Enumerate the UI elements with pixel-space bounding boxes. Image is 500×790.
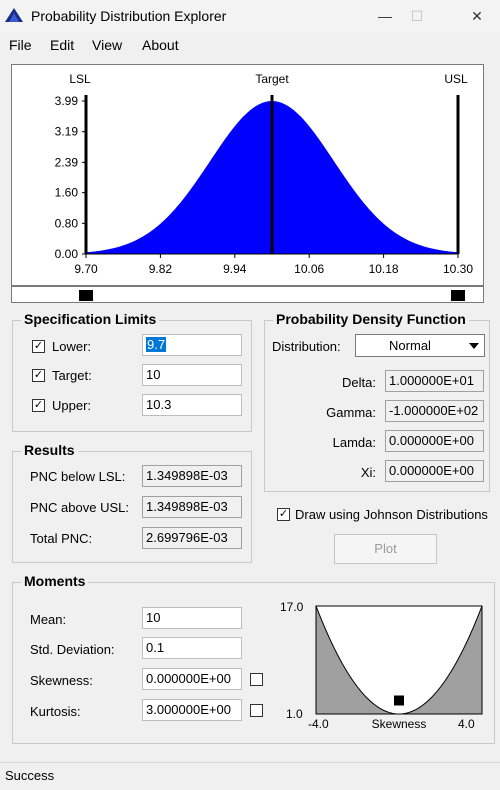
usl-slider-handle[interactable] <box>451 290 465 301</box>
y-tick-label: 3.99 <box>55 94 79 108</box>
johnson-label: Draw using Johnson Distributions <box>295 507 488 522</box>
target-marker-label: Target <box>255 72 289 86</box>
y-tick-label: 2.39 <box>55 155 79 169</box>
spec-limits-title: Specification Limits <box>21 311 160 327</box>
x-left-label: -4.0 <box>308 717 329 731</box>
status-bar: Success <box>0 762 500 790</box>
target-label: Target: <box>52 368 92 383</box>
y-tick-label: 1.60 <box>55 186 79 200</box>
lamda-label: Lamda: <box>332 435 376 450</box>
kurtosis-input[interactable]: 3.000000E+00 <box>142 699 242 721</box>
lower-checkbox[interactable]: ✓ <box>32 340 45 353</box>
chevron-down-icon <box>469 343 479 349</box>
pnc-below-value: 1.349898E-03 <box>142 465 242 487</box>
kurtosis-checkbox[interactable] <box>250 704 263 717</box>
skewness-label: Skewness: <box>30 673 93 688</box>
total-pnc-value: 2.699796E-03 <box>142 527 242 549</box>
delta-value: 1.000000E+01 <box>385 370 484 392</box>
distribution-select[interactable]: Normal <box>355 334 485 357</box>
upper-input[interactable]: 10.3 <box>142 394 242 416</box>
target-checkbox[interactable]: ✓ <box>32 369 45 382</box>
x-tick-label: 10.30 <box>443 262 473 276</box>
x-axis-label: Skewness <box>372 717 427 731</box>
xi-label: Xi: <box>360 465 376 480</box>
pnc-above-value: 1.349898E-03 <box>142 496 242 518</box>
close-button[interactable]: ✕ <box>471 8 483 24</box>
menu-file[interactable]: File <box>9 37 32 53</box>
distribution-chart-svg: 0.00 0.80 1.60 2.39 3.19 3.99 9.70 9.82 9.94 10.0… <box>55 72 474 276</box>
skewness-kurtosis-chart: 17.0 1.0 -4.0 4.0 Skewness <box>280 600 483 731</box>
moments-title: Moments <box>21 573 89 589</box>
skewness-input[interactable]: 0.000000E+00 <box>142 668 242 690</box>
target-input[interactable]: 10 <box>142 364 242 386</box>
y-tick-label: 3.19 <box>55 125 79 139</box>
pdf-group: Probability Density Function <box>264 311 490 492</box>
lsl-marker-label: LSL <box>69 72 91 86</box>
x-tick-label: 9.82 <box>149 262 173 276</box>
johnson-checkbox[interactable]: ✓ <box>277 508 290 521</box>
distribution-label: Distribution: <box>272 339 341 354</box>
results-group: Results <box>12 442 252 563</box>
maximize-button[interactable]: ☐ <box>410 8 424 24</box>
total-pnc-label: Total PNC: <box>30 531 93 546</box>
title-bar: Probability Distribution Explorer — ☐ ✕ <box>0 0 500 32</box>
minimize-button[interactable]: — <box>378 8 392 24</box>
kurtosis-label: Kurtosis: <box>30 704 81 719</box>
lower-input[interactable]: 9.7 <box>142 334 242 356</box>
pdf-title: Probability Density Function <box>273 311 469 327</box>
app-icon <box>5 8 23 22</box>
lsl-slider-handle[interactable] <box>79 290 93 301</box>
menu-bar: File Edit View About <box>0 32 500 58</box>
y-bottom-label: 1.0 <box>286 707 303 721</box>
pnc-below-label: PNC below LSL: <box>30 469 126 484</box>
skewness-checkbox[interactable] <box>250 673 263 686</box>
pnc-above-label: PNC above USL: <box>30 500 129 515</box>
menu-edit[interactable]: Edit <box>50 37 75 53</box>
distribution-chart: 0.00 0.80 1.60 2.39 3.19 3.99 9.70 9.82 9.94 10.0… <box>11 64 484 286</box>
menu-view[interactable]: View <box>92 37 123 53</box>
x-tick-label: 9.70 <box>74 262 98 276</box>
delta-label: Delta: <box>342 375 376 390</box>
menu-about[interactable]: About <box>142 37 179 53</box>
mean-label: Mean: <box>30 612 67 627</box>
gamma-value: -1.000000E+02 <box>385 400 484 422</box>
results-title: Results <box>21 442 78 458</box>
lamda-value: 0.000000E+00 <box>385 430 484 452</box>
chart-frame <box>315 605 483 715</box>
status-text: Success <box>5 768 55 783</box>
xi-value: 0.000000E+00 <box>385 460 484 482</box>
upper-checkbox[interactable]: ✓ <box>32 399 45 412</box>
std-input[interactable]: 0.1 <box>142 637 242 659</box>
gamma-label: Gamma: <box>326 405 376 420</box>
distribution-value: Normal <box>389 338 431 353</box>
moments-group: Moments <box>12 573 495 744</box>
std-label: Std. Deviation: <box>30 642 115 657</box>
limits-slider[interactable] <box>11 286 484 303</box>
window-title: Probability Distribution Explorer <box>31 8 227 24</box>
usl-marker-label: USL <box>444 72 468 86</box>
x-tick-label: 9.94 <box>223 262 247 276</box>
mean-input[interactable]: 10 <box>142 607 242 629</box>
plot-button[interactable]: Plot <box>334 534 437 564</box>
y-tick-label: 0.00 <box>55 247 79 261</box>
x-tick-label: 10.18 <box>369 262 399 276</box>
x-right-label: 4.0 <box>458 717 475 731</box>
x-tick-label: 10.06 <box>294 262 324 276</box>
upper-label: Upper: <box>52 398 92 413</box>
current-moment-marker <box>394 695 404 706</box>
lower-label: Lower: <box>52 339 92 354</box>
y-top-label: 17.0 <box>280 600 304 614</box>
y-tick-label: 0.80 <box>55 216 79 230</box>
spec-limits-group: Specification Limits <box>12 311 252 432</box>
